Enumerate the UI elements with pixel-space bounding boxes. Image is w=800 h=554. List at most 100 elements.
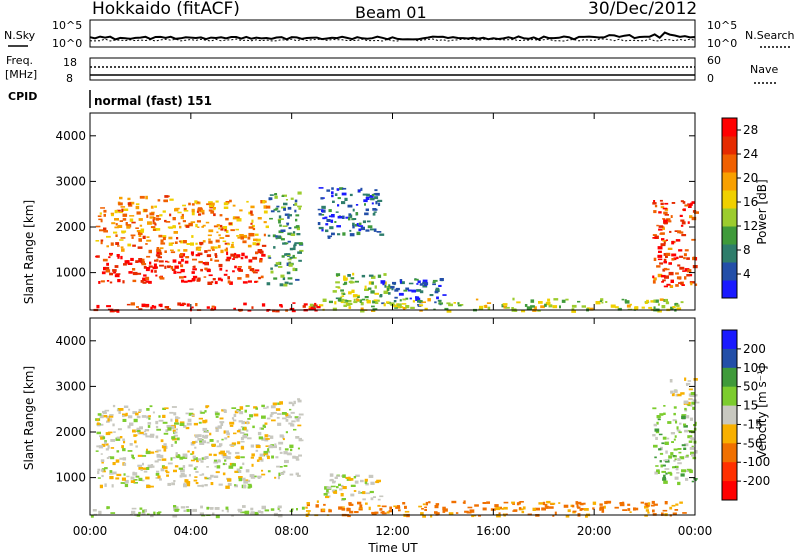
x-tick-label: 00:00 [73, 524, 108, 538]
heatmap-cell [322, 298, 327, 302]
heatmap-cell [683, 425, 688, 428]
heatmap-cell [134, 440, 137, 444]
heatmap-cell [155, 435, 159, 439]
heatmap-cell [668, 220, 672, 223]
heatmap-cell [102, 411, 107, 415]
heatmap-cell [375, 208, 378, 211]
heatmap-cell [671, 258, 675, 261]
heatmap-cell [409, 297, 412, 300]
heatmap-cell [660, 206, 665, 209]
heatmap-cell [684, 276, 687, 280]
heatmap-cell [236, 218, 242, 222]
heatmap-cell [328, 209, 332, 213]
heatmap-cell [188, 222, 193, 227]
heatmap-cell [511, 501, 515, 504]
heatmap-cell [234, 484, 238, 488]
heatmap-cell [688, 440, 693, 443]
heatmap-cell [673, 448, 678, 451]
heatmap-cell [227, 435, 230, 438]
heatmap-cell [100, 207, 105, 209]
heatmap-cell [372, 208, 377, 211]
heatmap-cell [671, 504, 676, 507]
heatmap-cell [206, 466, 209, 468]
heatmap-cell [325, 223, 329, 226]
heatmap-cell [149, 434, 155, 438]
heatmap-cell [278, 215, 282, 219]
heatmap-cell [293, 428, 297, 431]
heatmap-cell [360, 302, 364, 306]
heatmap-cell [666, 218, 671, 221]
heatmap-cell [677, 393, 682, 397]
heatmap-cell [341, 508, 346, 511]
heatmap-cell [149, 261, 152, 265]
heatmap-cell [335, 211, 339, 213]
heatmap-cell [116, 254, 120, 257]
heatmap-cell [145, 243, 148, 245]
heatmap-cell [386, 511, 390, 514]
heatmap-cell [143, 509, 147, 513]
heatmap-cell [177, 211, 182, 214]
heatmap-cell [195, 482, 199, 485]
heatmap-cell [299, 249, 304, 252]
heatmap-cell [353, 301, 358, 304]
heatmap-cell [106, 245, 109, 248]
heatmap-cell [674, 230, 679, 232]
heatmap-cell [148, 415, 151, 418]
heatmap-cell [343, 301, 349, 304]
heatmap-cell [263, 452, 269, 456]
heatmap-cell [109, 470, 113, 473]
heatmap-cell [152, 266, 157, 270]
heatmap-cell [657, 418, 661, 421]
heatmap-cell [379, 508, 383, 511]
heatmap-cell [295, 214, 300, 217]
heatmap-cell [215, 255, 218, 258]
heatmap-cell [266, 450, 271, 454]
heatmap-cell [315, 504, 319, 508]
heatmap-cell [542, 501, 546, 506]
nsky-line [89, 31, 696, 41]
heatmap-cell [227, 280, 231, 284]
heatmap-cell [226, 432, 230, 436]
heatmap-cell [181, 279, 185, 283]
heatmap-cell [113, 231, 118, 234]
heatmap-cell [288, 227, 292, 230]
heatmap-cell [242, 434, 248, 439]
heatmap-cell [218, 483, 223, 486]
heatmap-cell [332, 290, 337, 293]
heatmap-cell [614, 506, 619, 509]
heatmap-cell [142, 433, 147, 436]
heatmap-cell [502, 303, 508, 306]
heatmap-cell [174, 265, 179, 269]
heatmap-cell [482, 502, 487, 504]
heatmap-cell [405, 287, 410, 291]
heatmap-cell [694, 283, 698, 286]
heatmap-cell [197, 458, 202, 461]
heatmap-cell [583, 502, 586, 505]
heatmap-cell [223, 452, 227, 456]
heatmap-cell [212, 278, 216, 281]
heatmap-cell [662, 509, 668, 512]
heatmap-cell [192, 275, 198, 279]
heatmap-cell [95, 240, 100, 242]
heatmap-cell [140, 228, 145, 231]
heatmap-cell [269, 414, 273, 418]
heatmap-cell [240, 257, 244, 260]
heatmap-cell [457, 304, 462, 307]
heatmap-cell [164, 219, 167, 223]
heatmap-cell [301, 506, 305, 510]
heatmap-cell [122, 280, 125, 284]
heatmap-cell [374, 292, 379, 295]
heatmap-cell [377, 504, 381, 507]
power-heatmap [93, 187, 699, 313]
heatmap-cell [603, 505, 606, 509]
heatmap-cell [363, 199, 368, 203]
heatmap-cell [162, 421, 168, 424]
heatmap-cell [140, 280, 144, 283]
heatmap-cell [242, 505, 246, 508]
heatmap-cell [664, 275, 669, 279]
heatmap-cell [145, 450, 151, 455]
heatmap-cell [663, 260, 667, 264]
heatmap-cell [99, 212, 102, 215]
heatmap-cell [548, 506, 554, 509]
heatmap-cell [601, 509, 605, 513]
